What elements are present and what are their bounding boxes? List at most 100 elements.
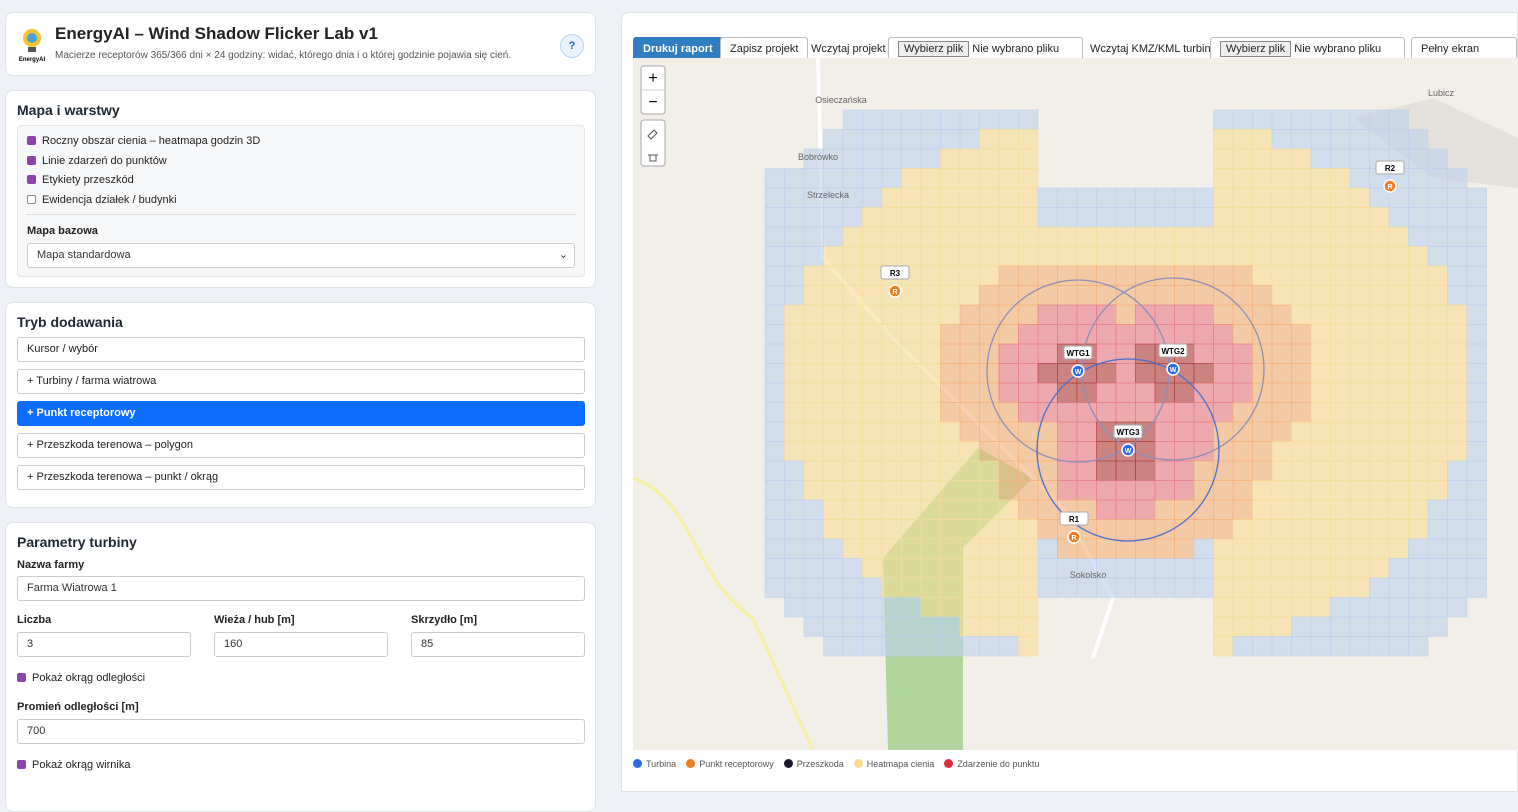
- heat-cell: [803, 226, 824, 247]
- heat-cell: [1174, 499, 1195, 520]
- place-label: Bobrówko: [798, 152, 838, 162]
- mode-button[interactable]: + Przeszkoda terenowa – punkt / okrąg: [17, 465, 585, 490]
- heat-cell: [1271, 499, 1292, 520]
- heat-cell: [1252, 597, 1273, 618]
- heat-cell: [1037, 363, 1058, 384]
- heat-cell: [1447, 480, 1468, 501]
- heat-cell: [1252, 538, 1273, 559]
- radius-input[interactable]: 700: [17, 719, 585, 744]
- help-button[interactable]: ?: [560, 34, 584, 58]
- checkbox[interactable]: Pokaż okrąg odległości: [17, 672, 145, 684]
- heat-cell: [803, 363, 824, 384]
- heat-cell: [920, 207, 941, 228]
- heat-cell: [764, 480, 785, 501]
- checkbox[interactable]: Roczny obszar cienia – heatmapa godzin 3…: [27, 135, 260, 147]
- checkbox[interactable]: Pokaż okrąg wirnika: [17, 759, 130, 771]
- legend-label: Przeszkoda: [796, 759, 844, 769]
- heat-cell: [1174, 382, 1195, 403]
- choose-button[interactable]: Wybierz plik: [1220, 41, 1292, 57]
- checkbox[interactable]: Ewidencja działek / budynki: [27, 194, 177, 206]
- heat-cell: [1154, 538, 1175, 559]
- heat-cell: [764, 460, 785, 481]
- heat-cell: [1310, 168, 1331, 189]
- draw-tools[interactable]: [640, 119, 666, 167]
- heat-cell: [1369, 480, 1390, 501]
- heat-cell: [823, 519, 844, 540]
- heat-cell: [784, 246, 805, 267]
- heat-cell: [1447, 168, 1468, 189]
- heat-cell: [764, 363, 785, 384]
- file-input[interactable]: Wybierz plik Nie wybrano pliku: [1210, 37, 1405, 62]
- place-label: Strzelecka: [807, 190, 849, 200]
- legend-swatch: [686, 759, 696, 768]
- heat-cell: [1174, 324, 1195, 345]
- heat-cell: [881, 324, 902, 345]
- mode-button[interactable]: Kursor / wybór: [17, 337, 585, 362]
- file-input[interactable]: Wybierz plik Nie wybrano pliku: [888, 37, 1083, 62]
- farm-input[interactable]: Farma Wiatrowa 1: [17, 576, 585, 601]
- heat-cell: [1252, 129, 1273, 150]
- heat-cell: [979, 129, 1000, 150]
- heat-cell: [1213, 636, 1234, 657]
- marker-icon: R: [1387, 184, 1392, 191]
- checkbox[interactable]: Etykiety przeszkód: [27, 174, 134, 186]
- basemap-select[interactable]: Mapa standardowa ⌄: [27, 243, 575, 268]
- heat-cell: [920, 168, 941, 189]
- heat-cell: [842, 246, 863, 267]
- heat-cell: [881, 558, 902, 579]
- heat-cell: [1018, 265, 1039, 286]
- heat-cell: [1271, 363, 1292, 384]
- heat-cell: [1232, 246, 1253, 267]
- marker: [888, 284, 902, 298]
- zoom-out[interactable]: −: [648, 94, 657, 111]
- heat-cell: [764, 558, 785, 579]
- heat-cell: [862, 441, 883, 462]
- blade-input[interactable]: 85: [411, 632, 585, 657]
- heat-cell: [920, 129, 941, 150]
- heat-cell: [1271, 538, 1292, 559]
- heat-cell: [823, 285, 844, 306]
- heat-cell: [901, 304, 922, 325]
- heat-cell: [1271, 265, 1292, 286]
- heat-cell: [979, 304, 1000, 325]
- heat-cell: [1271, 129, 1292, 150]
- heat-cell: [979, 168, 1000, 189]
- heat-cell: [1369, 421, 1390, 442]
- heat-cell: [979, 246, 1000, 267]
- heat-cell: [1037, 324, 1058, 345]
- heat-cell: [1408, 441, 1429, 462]
- heat-cell: [998, 402, 1019, 423]
- heat-cell: [1310, 343, 1331, 364]
- heat-cell: [1213, 187, 1234, 208]
- heat-cell: [1271, 519, 1292, 540]
- heat-cell: [1330, 343, 1351, 364]
- heat-cell: [979, 460, 1000, 481]
- heat-cell: [1174, 187, 1195, 208]
- save-button[interactable]: Zapisz projekt: [720, 37, 809, 62]
- hub-input[interactable]: 160: [214, 632, 388, 657]
- checkbox[interactable]: Linie zdarzeń do punktów: [27, 155, 167, 167]
- heat-cell: [1349, 480, 1370, 501]
- choose-button[interactable]: Wybierz plik: [898, 41, 970, 57]
- mode-button[interactable]: + Punkt receptorowy: [17, 401, 585, 426]
- heat-cell: [959, 441, 980, 462]
- heat-cell: [1154, 480, 1175, 501]
- count-input[interactable]: 3: [17, 632, 191, 657]
- heat-cell: [1291, 558, 1312, 579]
- heat-cell: [1447, 324, 1468, 345]
- heat-cell: [979, 636, 1000, 657]
- zoom-in[interactable]: +: [648, 70, 657, 87]
- heat-cell: [1271, 421, 1292, 442]
- heat-cell: [1291, 246, 1312, 267]
- heat-cell: [1018, 187, 1039, 208]
- heat-cell: [1018, 129, 1039, 150]
- mode-button[interactable]: + Przeszkoda terenowa – polygon: [17, 433, 585, 458]
- mode-button[interactable]: + Turbiny / farma wiatrowa: [17, 369, 585, 394]
- heat-cell: [1388, 460, 1409, 481]
- heat-cell: [1232, 343, 1253, 364]
- heat-cell: [901, 558, 922, 579]
- heat-cell: [1427, 616, 1448, 637]
- heat-cell: [1076, 577, 1097, 598]
- heat-cell: [1252, 421, 1273, 442]
- heat-cell: [1154, 499, 1175, 520]
